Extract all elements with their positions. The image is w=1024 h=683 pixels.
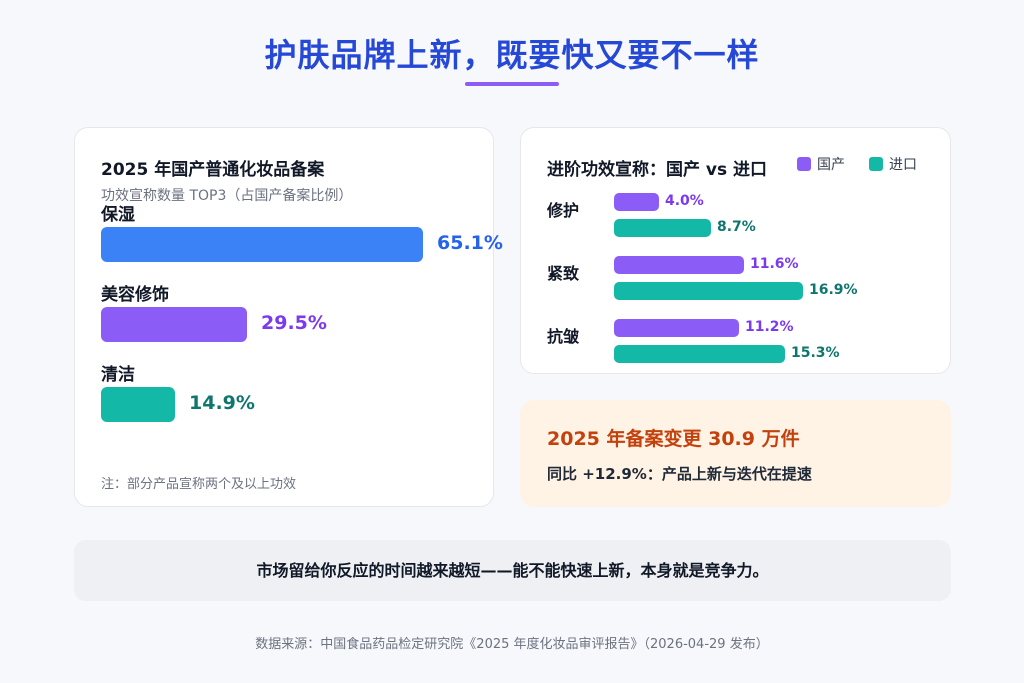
value-label-anti-wrinkle-imported: 15.3% <box>791 345 840 361</box>
value-label-cleansing: 14.9% <box>189 392 255 414</box>
advanced-claims-card: 进阶功效宣称：国产 vs 进口 国产 进口 修护 4.0% 8.7% 紧致 11.6% 1… <box>520 127 951 374</box>
category-label-anti-wrinkle: 抗皱 <box>547 327 580 346</box>
value-label-repair-imported: 8.7% <box>717 219 756 235</box>
bar-firming-domestic <box>614 256 744 274</box>
filing-change-subtext: 同比 +12.9%：产品上新与迭代在提速 <box>547 465 812 483</box>
value-label-moisturizing: 65.1% <box>437 232 503 254</box>
conclusion-banner: 市场留给你反应的时间越来越短——能不能快速上新，本身就是竞争力。 <box>74 540 951 601</box>
data-source-footer: 数据来源：中国食品药品检定研究院《2025 年度化妆品审评报告》（2026-04… <box>255 637 769 652</box>
value-label-repair-domestic: 4.0% <box>665 193 704 209</box>
top3-claims-card: 2025 年国产普通化妆品备案 功效宣称数量 TOP3（占国产备案比例） 保湿 6… <box>74 127 503 507</box>
category-label-moisturizing: 保湿 <box>101 205 135 225</box>
value-label-firming-imported: 16.9% <box>809 282 858 298</box>
legend-domestic: 国产 <box>797 154 845 174</box>
bar-repair-domestic <box>614 193 659 211</box>
legend-imported: 进口 <box>869 154 917 174</box>
filing-change-headline: 2025 年备案变更 30.9 万件 <box>547 428 800 450</box>
category-label-beautifying: 美容修饰 <box>101 285 169 305</box>
category-label-repair: 修护 <box>547 201 580 220</box>
value-label-firming-domestic: 11.6% <box>750 256 799 272</box>
value-label-beautifying: 29.5% <box>261 312 327 334</box>
bar-anti-wrinkle-domestic <box>614 319 739 337</box>
top3-chart-subtitle: 功效宣称数量 TOP3（占国产备案比例） <box>101 188 353 204</box>
filing-change-card: 2025 年备案变更 30.9 万件 同比 +12.9%：产品上新与迭代在提速 <box>520 400 951 507</box>
top3-chart-title: 2025 年国产普通化妆品备案 <box>101 160 325 180</box>
category-label-firming: 紧致 <box>547 264 580 283</box>
top3-note: 注：部分产品宣称两个及以上功效 <box>101 477 297 492</box>
conclusion-text: 市场留给你反应的时间越来越短——能不能快速上新，本身就是竞争力。 <box>256 561 769 580</box>
bar-beautifying <box>101 307 247 342</box>
bar-firming-imported <box>614 282 803 300</box>
page-title: 护肤品牌上新，既要快又要不一样 <box>264 36 760 74</box>
bar-repair-imported <box>614 219 711 237</box>
legend-swatch-imported <box>869 157 883 171</box>
legend-label-imported: 进口 <box>889 157 917 173</box>
legend-label-domestic: 国产 <box>817 157 845 173</box>
bar-moisturizing <box>101 227 423 262</box>
bar-cleansing <box>101 387 175 422</box>
value-label-anti-wrinkle-domestic: 11.2% <box>745 319 794 335</box>
advanced-chart-title: 进阶功效宣称：国产 vs 进口 <box>547 160 768 180</box>
title-underline <box>465 82 559 86</box>
legend-swatch-domestic <box>797 157 811 171</box>
bar-anti-wrinkle-imported <box>614 345 785 363</box>
category-label-cleansing: 清洁 <box>101 365 135 385</box>
